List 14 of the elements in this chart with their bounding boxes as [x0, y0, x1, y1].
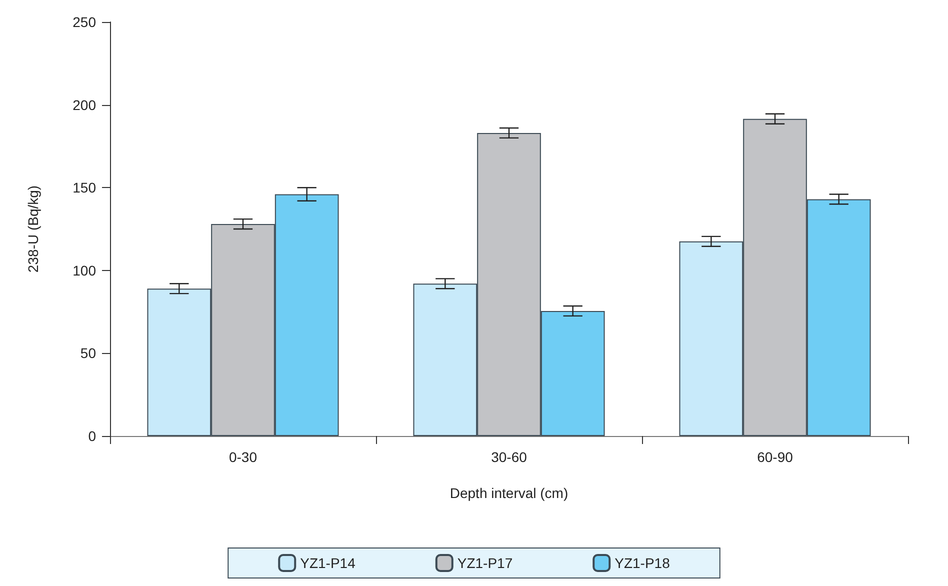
x-tick-label: 60-90 [757, 449, 794, 465]
y-tick-label: 50 [80, 345, 96, 362]
y-tick-label: 100 [72, 262, 96, 278]
y-tick-label: 250 [72, 14, 96, 30]
legend-label: YZ1-P17 [457, 555, 513, 571]
legend-label: YZ1-P14 [300, 555, 356, 571]
x-axis-title: Depth interval (cm) [450, 485, 568, 501]
y-tick-label: 0 [88, 428, 96, 444]
legend-label: YZ1-P18 [614, 555, 670, 571]
y-axis-title: 238-U (Bq/kg) [25, 185, 41, 273]
x-tick-label: 0-30 [228, 449, 258, 465]
x-tick-label: 30-60 [491, 449, 528, 465]
y-tick-label: 150 [72, 180, 96, 196]
y-tick-label: 200 [72, 96, 96, 113]
